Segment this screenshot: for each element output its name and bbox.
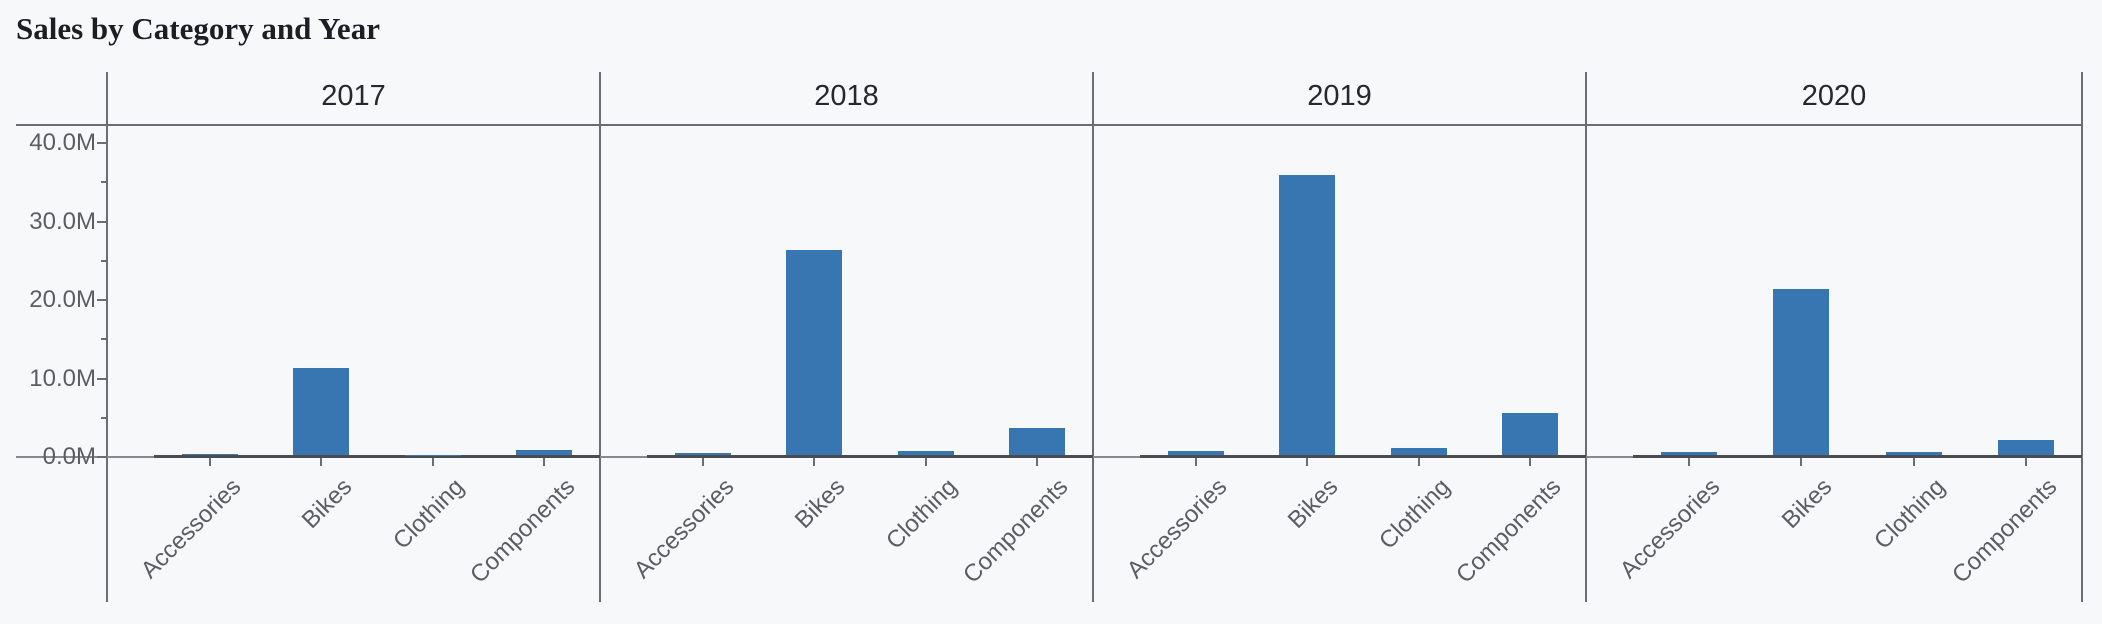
x-axis-tick [1036, 458, 1038, 466]
x-axis-tick [1800, 458, 1802, 466]
bar-2017-bikes [293, 367, 349, 455]
x-axis-label-components: Components [958, 473, 1074, 589]
x-axis-label-bikes: Bikes [296, 473, 358, 534]
x-axis-tick [1913, 458, 1915, 466]
x-axis-tick [702, 458, 704, 466]
x-axis-domain-line [154, 455, 600, 458]
facet-header-2020: 2020 [1801, 80, 1867, 112]
x-axis-label-accessories: Accessories [1121, 473, 1233, 584]
x-axis-label-accessories: Accessories [628, 473, 740, 584]
y-axis-major-tick [97, 456, 107, 458]
bar-2020-clothing [1886, 451, 1942, 455]
x-axis-label-components: Components [1947, 473, 2063, 589]
y-axis-label: 10.0M [29, 365, 96, 392]
chart-title: Sales by Category and Year [16, 11, 380, 46]
x-axis-tick [1688, 458, 1690, 466]
x-axis-domain-line [1633, 455, 2082, 458]
y-axis-major-tick [97, 299, 107, 301]
x-axis-tick [209, 458, 211, 466]
x-axis-label-clothing: Clothing [388, 473, 470, 555]
facet-divider-line [1092, 72, 1094, 602]
x-axis-tick [813, 458, 815, 466]
bar-2019-components [1502, 413, 1558, 455]
bar-2017-accessories [182, 454, 238, 455]
y-axis-line [106, 72, 108, 602]
facet-header-2017: 2017 [321, 80, 386, 112]
facet-header-2019: 2019 [1307, 80, 1372, 112]
bar-2018-clothing [898, 451, 954, 455]
y-axis-label: 30.0M [29, 208, 96, 235]
x-axis-label-accessories: Accessories [1614, 473, 1726, 584]
y-axis-label: 20.0M [29, 286, 96, 313]
bar-2019-bikes [1279, 174, 1335, 455]
bar-2018-accessories [675, 452, 731, 455]
x-axis-tick [1306, 458, 1308, 466]
bar-2019-accessories [1168, 450, 1224, 455]
bar-2020-bikes [1773, 288, 1829, 455]
x-axis-tick [1195, 458, 1197, 466]
plot-top-border [16, 124, 2083, 126]
x-axis-label-components: Components [1451, 473, 1567, 589]
x-axis-label-components: Components [465, 473, 581, 589]
x-axis-label-bikes: Bikes [789, 473, 851, 534]
facet-divider-line [1585, 72, 1587, 602]
y-axis-major-tick [97, 142, 107, 144]
x-axis-tick [543, 458, 545, 466]
bar-2017-components [516, 449, 572, 455]
bar-2020-components [1998, 440, 2054, 455]
y-axis-minor-tick [101, 181, 107, 183]
y-axis-major-tick [97, 378, 107, 380]
y-axis-minor-tick [101, 338, 107, 340]
bar-2018-bikes [786, 250, 842, 455]
x-axis-tick [432, 458, 434, 466]
x-axis-domain-line [647, 455, 1093, 458]
x-axis-label-clothing: Clothing [881, 473, 963, 555]
x-axis-label-clothing: Clothing [1869, 473, 1951, 555]
y-axis-minor-tick [101, 260, 107, 262]
facet-header-2018: 2018 [814, 80, 879, 112]
y-axis-label: 0.0M [42, 443, 96, 470]
x-axis-label-bikes: Bikes [1776, 473, 1838, 534]
x-axis-tick [2025, 458, 2027, 466]
x-axis-label-clothing: Clothing [1374, 473, 1456, 555]
bar-2020-accessories [1661, 451, 1717, 455]
y-axis-major-tick [97, 221, 107, 223]
x-axis-tick [925, 458, 927, 466]
x-axis-domain-line [1140, 455, 1586, 458]
y-axis-label: 40.0M [29, 129, 96, 156]
facet-divider-line [2081, 72, 2083, 602]
y-axis-minor-tick [101, 417, 107, 419]
x-axis-label-bikes: Bikes [1282, 473, 1344, 534]
x-axis-tick [1418, 458, 1420, 466]
x-axis-tick [1529, 458, 1531, 466]
x-axis-label-accessories: Accessories [135, 473, 247, 584]
x-axis-tick [320, 458, 322, 466]
bar-2018-components [1009, 427, 1065, 455]
bar-2019-clothing [1391, 447, 1447, 455]
facet-divider-line [599, 72, 601, 602]
